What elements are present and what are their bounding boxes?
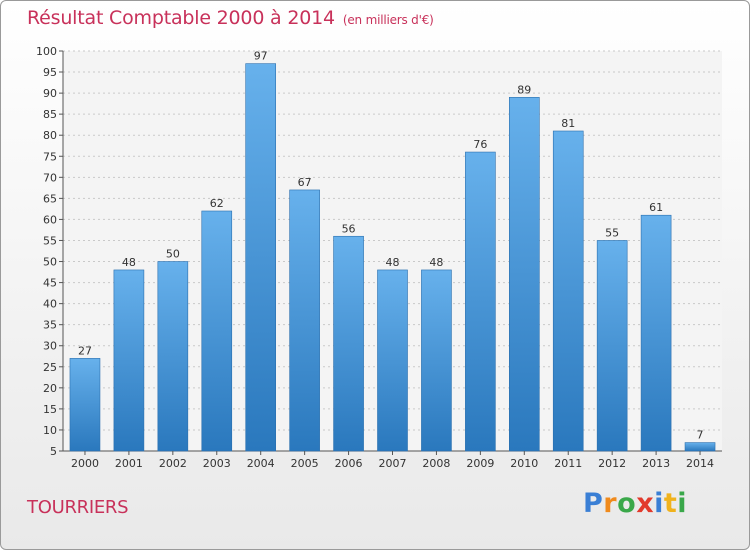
bar: [465, 151, 496, 452]
bar-value-label: 61: [649, 201, 663, 214]
y-tick-label: 100: [36, 45, 57, 58]
bar: [640, 214, 672, 452]
title-unit: (en milliers d'€): [342, 13, 434, 27]
bar: [421, 269, 452, 452]
y-tick-label: 70: [43, 171, 57, 184]
bar: [596, 240, 628, 452]
title-text: Résultat Comptable 2000 à 2014: [27, 7, 335, 29]
y-tick-label: 20: [43, 382, 57, 395]
y-tick-label: 35: [43, 319, 57, 332]
y-tick-label: 65: [43, 192, 57, 205]
x-tick-label: 2004: [247, 457, 275, 470]
bar: [289, 189, 320, 452]
y-tick-label: 45: [43, 277, 57, 290]
bar: [684, 442, 716, 452]
x-tick-label: 2003: [203, 457, 231, 470]
logo-letter: P: [583, 488, 604, 519]
proxiti-logo: Proxiti: [583, 488, 687, 519]
y-tick-label: 75: [43, 150, 57, 163]
x-tick-label: 2000: [71, 457, 99, 470]
y-tick-label: 5: [50, 445, 57, 458]
x-tick-label: 2007: [379, 457, 407, 470]
bar: [508, 97, 540, 452]
logo-letter: t: [663, 488, 678, 519]
bar: [113, 269, 145, 452]
logo-letter: r: [603, 488, 618, 519]
bar: [69, 358, 101, 452]
bar: [333, 235, 364, 452]
y-tick-label: 55: [43, 234, 57, 247]
logo-letter: x: [636, 488, 655, 519]
bar: [245, 63, 276, 452]
y-tick-label: 25: [43, 361, 57, 374]
y-tick-label: 90: [43, 87, 57, 100]
logo-letter: i: [677, 488, 688, 519]
y-tick-label: 10: [43, 424, 57, 437]
bar-value-label: 55: [605, 226, 619, 239]
x-tick-label: 2014: [686, 457, 714, 470]
x-tick-label: 2013: [642, 457, 670, 470]
bar-value-label: 76: [473, 138, 487, 151]
y-tick-label: 60: [43, 213, 57, 226]
bar-value-label: 7: [697, 429, 704, 442]
y-tick-label: 85: [43, 108, 57, 121]
x-tick-label: 2001: [115, 457, 143, 470]
x-tick-label: 2011: [554, 457, 582, 470]
bar-value-label: 97: [254, 50, 268, 63]
y-tick-label: 95: [43, 66, 57, 79]
bar-value-label: 56: [342, 222, 356, 235]
bar-value-label: 62: [210, 197, 224, 210]
x-tick-label: 2009: [466, 457, 494, 470]
bar: [201, 210, 233, 452]
logo-letter: i: [654, 488, 664, 519]
y-tick-label: 80: [43, 129, 57, 142]
bar-value-label: 81: [561, 117, 575, 130]
x-tick-label: 2005: [291, 457, 319, 470]
x-tick-label: 2008: [422, 457, 450, 470]
bar-value-label: 50: [166, 248, 180, 261]
bar-value-label: 48: [429, 256, 443, 269]
bar-value-label: 48: [386, 256, 400, 269]
bar: [552, 130, 584, 452]
x-tick-label: 2002: [159, 457, 187, 470]
bar-value-label: 89: [517, 83, 531, 96]
x-tick-label: 2012: [598, 457, 626, 470]
x-tick-label: 2006: [335, 457, 363, 470]
bar: [157, 261, 189, 452]
y-tick-label: 40: [43, 298, 57, 311]
y-tick-label: 30: [43, 340, 57, 353]
bar-value-label: 67: [298, 176, 312, 189]
chart-title: Résultat Comptable 2000 à 2014 (en millie…: [27, 7, 434, 29]
bar-value-label: 27: [78, 344, 92, 357]
bar: [377, 269, 408, 452]
x-tick-label: 2010: [510, 457, 538, 470]
y-tick-label: 50: [43, 256, 57, 269]
y-tick-label: 15: [43, 403, 57, 416]
commune-name: TOURRIERS: [27, 497, 129, 518]
logo-letter: o: [617, 488, 637, 519]
bar-value-label: 48: [122, 256, 136, 269]
